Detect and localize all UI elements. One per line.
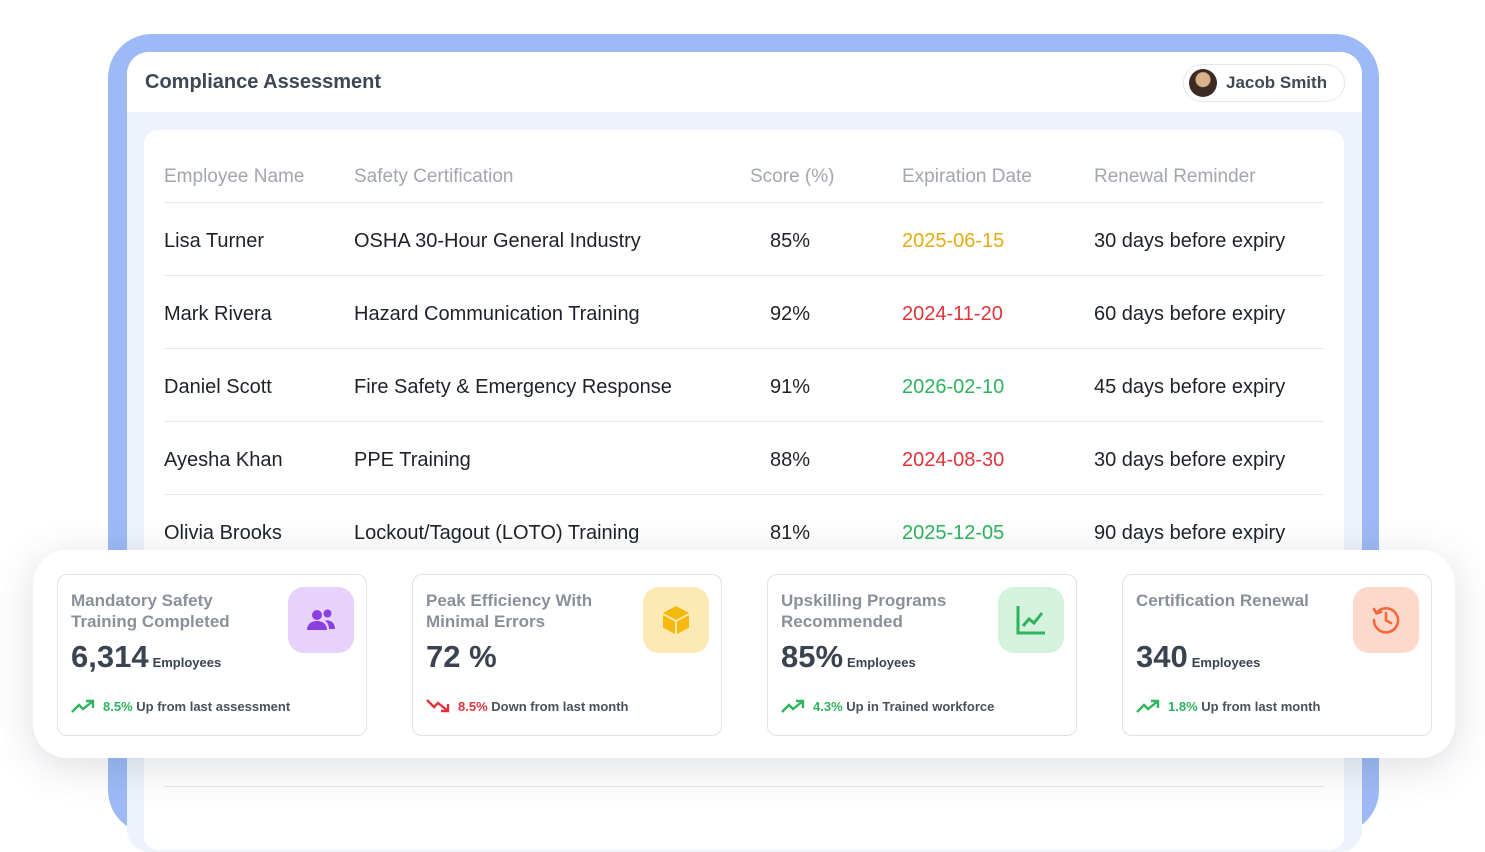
trend-percent: 1.8% [1168, 699, 1198, 714]
stat-unit: Employees [1191, 655, 1261, 670]
trend-percent: 8.5% [458, 699, 488, 714]
renewal-reminder-cell: 30 days before expiry [1094, 230, 1286, 252]
expiration-date-cell: 2025-12-05 [902, 522, 1005, 544]
trend-text: Up from last assessment [136, 699, 291, 714]
stats-panel: Mandatory Safety Training Completed 6,31… [33, 550, 1455, 758]
score-cell: 81% [769, 522, 811, 544]
stat-value: 6,314 [71, 639, 149, 674]
column-header-safety-certification[interactable]: Safety Certification [354, 166, 514, 187]
stat-unit: Employees [152, 655, 222, 670]
title-bar: Compliance Assessment Jacob Smith [127, 52, 1362, 112]
stat-card-mandatory-training[interactable]: Mandatory Safety Training Completed 6,31… [57, 574, 367, 736]
column-header-renewal-reminder[interactable]: Renewal Reminder [1094, 166, 1256, 187]
stat-value: 340 [1136, 639, 1188, 674]
trend-up-icon [71, 699, 95, 713]
stat-label: Peak Efficiency With Minimal Errors [426, 591, 593, 631]
table-row[interactable]: Daniel Scott Fire Safety & Emergency Res… [164, 348, 1324, 421]
stat-label: Upskilling Programs Recommended [781, 591, 947, 631]
trend-percent: 8.5% [103, 699, 133, 714]
column-header-score[interactable]: Score (%) [750, 166, 835, 187]
trend-up-icon [781, 699, 805, 713]
trend-indicator: 8.5% Down from last month [426, 698, 629, 715]
stat-value: 85% [781, 639, 844, 674]
trend-text: Down from last month [491, 699, 629, 714]
certification-cell: PPE Training [354, 449, 471, 471]
trend-indicator: 1.8% Up from last month [1136, 699, 1320, 715]
avatar [1189, 69, 1217, 97]
column-header-employee-name[interactable]: Employee Name [164, 166, 305, 187]
stat-label: Certification Renewal [1136, 591, 1309, 610]
score-cell: 92% [769, 303, 811, 325]
expiration-date-cell: 2025-06-15 [902, 230, 1005, 252]
score-cell: 85% [769, 230, 811, 252]
cube-icon [643, 587, 709, 653]
certification-cell: Hazard Communication Training [354, 303, 640, 325]
column-header-expiration-date[interactable]: Expiration Date [902, 166, 1032, 187]
certification-cell: OSHA 30-Hour General Industry [354, 230, 641, 252]
score-cell: 88% [769, 449, 811, 471]
employee-name-cell: Lisa Turner [164, 230, 265, 252]
stat-card-certification-renewal[interactable]: Certification Renewal 340 Employees 1.8% … [1122, 574, 1432, 736]
trend-down-icon [426, 698, 450, 712]
user-name: Jacob Smith [1226, 73, 1328, 92]
table-row[interactable]: Olivia Brooks Lockout/Tagout (LOTO) Trai… [164, 494, 1324, 567]
employee-name-cell: Ayesha Khan [164, 449, 283, 471]
stat-label: Mandatory Safety Training Completed [71, 591, 230, 631]
users-icon [288, 587, 354, 653]
user-menu-button[interactable]: Jacob Smith [1183, 64, 1345, 102]
stat-card-peak-efficiency[interactable]: Peak Efficiency With Minimal Errors 72 %… [412, 574, 722, 736]
stat-card-upskilling-programs[interactable]: Upskilling Programs Recommended 85% Emplo… [767, 574, 1077, 736]
certification-cell: Fire Safety & Emergency Response [354, 376, 672, 398]
trend-percent: 4.3% [813, 699, 843, 714]
stat-value: 72 % [426, 639, 497, 674]
expiration-date-cell: 2024-11-20 [902, 303, 1003, 325]
employee-name-cell: Mark Rivera [164, 303, 272, 325]
score-cell: 91% [769, 376, 811, 398]
trend-text: Up in Trained workforce [846, 699, 995, 714]
history-icon [1353, 587, 1419, 653]
trend-text: Up from last month [1201, 699, 1321, 714]
stat-unit: Employees [847, 655, 916, 670]
expiration-date-cell: 2026-02-10 [902, 376, 1005, 398]
table-row-divider [164, 786, 1324, 852]
page-title: Compliance Assessment [145, 71, 382, 93]
renewal-reminder-cell: 30 days before expiry [1094, 449, 1286, 471]
trend-indicator: 8.5% Up from last assessment [71, 699, 290, 715]
expiration-date-cell: 2024-08-30 [902, 449, 1005, 471]
trend-indicator: 4.3% Up in Trained workforce [781, 699, 994, 715]
employee-name-cell: Daniel Scott [164, 376, 272, 398]
table-row[interactable]: Ayesha Khan PPE Training 88% 2024-08-30 … [164, 421, 1324, 494]
table-row[interactable]: Mark Rivera Hazard Communication Trainin… [164, 275, 1324, 348]
chart-up-icon [998, 587, 1064, 653]
renewal-reminder-cell: 45 days before expiry [1094, 376, 1286, 398]
table-row[interactable]: Lisa Turner OSHA 30-Hour General Industr… [164, 202, 1324, 275]
employee-name-cell: Olivia Brooks [164, 522, 282, 544]
certification-cell: Lockout/Tagout (LOTO) Training [354, 522, 640, 544]
trend-up-icon [1136, 699, 1160, 713]
renewal-reminder-cell: 60 days before expiry [1094, 303, 1286, 325]
renewal-reminder-cell: 90 days before expiry [1094, 522, 1286, 544]
